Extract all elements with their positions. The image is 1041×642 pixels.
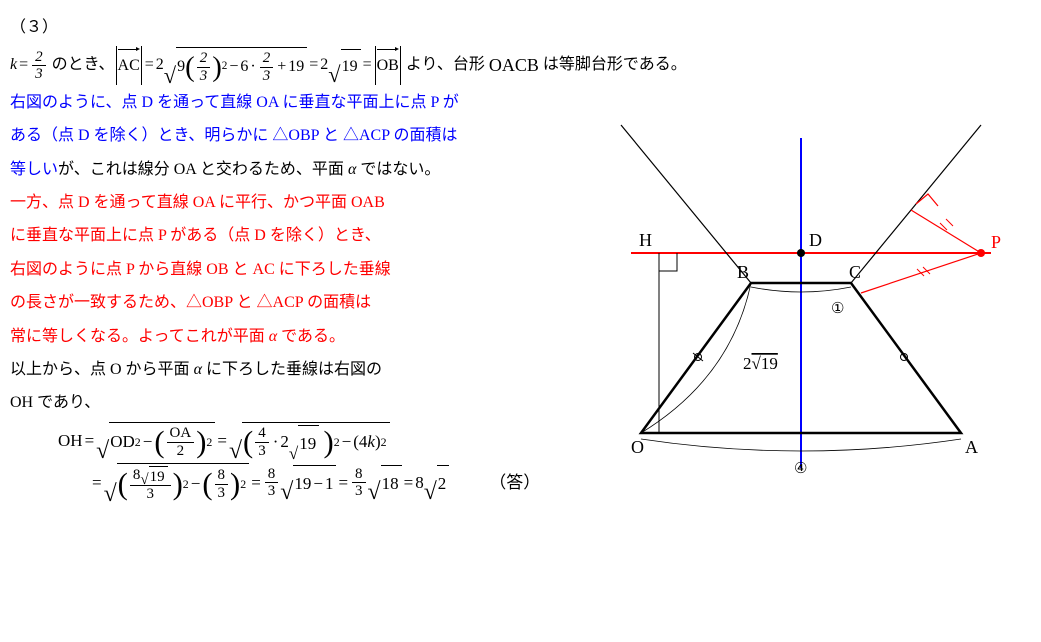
label-circ1: ① bbox=[831, 301, 844, 317]
point-p bbox=[977, 249, 985, 257]
tail-1: 以上から、点 O から平面αに下ろした垂線は右図の bbox=[10, 355, 590, 385]
perp-p1 bbox=[911, 210, 981, 253]
answer-label: （答） bbox=[489, 467, 540, 499]
figure: O A B C D H P 2√19 ① ④ bbox=[581, 113, 1021, 483]
right-angle-h bbox=[659, 253, 677, 271]
label-circ4: ④ bbox=[794, 461, 807, 477]
red-1: 一方、点 D を通って直線 OA に平行、かつ平面 OAB bbox=[10, 188, 590, 218]
vec-ob: OB bbox=[377, 49, 399, 81]
label-p: P bbox=[991, 232, 1001, 252]
dummy bbox=[641, 253, 659, 433]
label-sqrt19: 2√19 bbox=[743, 354, 778, 373]
vec-ac: AC bbox=[118, 49, 140, 81]
t1d: は等脚台形である。 bbox=[543, 50, 687, 80]
point-d bbox=[797, 249, 805, 257]
label-d: D bbox=[809, 230, 822, 250]
red-3: 右図のように点 P から直線 OB と AC に下ろした垂線 bbox=[10, 255, 590, 285]
var-k: k bbox=[10, 50, 17, 80]
label-c: C bbox=[849, 262, 861, 282]
ext-ob bbox=[621, 125, 751, 283]
t1c: より、台形 bbox=[406, 50, 485, 80]
blue-1: 右図のように、点 D を通って直線 OA に垂直な平面上に点 P が bbox=[10, 88, 590, 118]
label-o: O bbox=[631, 437, 644, 457]
red-4: の長さが一致するため、△OBP と △ACP の面積は bbox=[10, 288, 590, 318]
geometry-figure: O A B C D H P 2√19 ① ④ bbox=[581, 113, 1021, 483]
oacb: OACB bbox=[489, 48, 539, 82]
red-2: に垂直な平面上に点 P がある（点 D を除く）とき、 bbox=[10, 221, 590, 251]
blue-3: 等しいが、これは線分 OA と交わるため、平面αではない。 bbox=[10, 155, 590, 185]
red-5: 常に等しくなる。よってこれが平面αである。 bbox=[10, 322, 590, 352]
label-a: A bbox=[965, 437, 978, 457]
line-1: k=23 のとき、 AC =2 √ 9(23)2 −6·23 +19 =2 √1… bbox=[10, 46, 1030, 84]
t1b: のとき、 bbox=[52, 50, 115, 80]
blue-2: ある（点 D を除く）とき、明らかに △OBP と △ACP の面積は bbox=[10, 121, 590, 151]
tick-p1b bbox=[946, 219, 953, 226]
label-h: H bbox=[639, 230, 652, 250]
label-b: B bbox=[737, 262, 749, 282]
frac-23: 23 bbox=[32, 49, 46, 83]
tail-2: OH であり、 bbox=[10, 388, 590, 418]
heading: （３） bbox=[10, 13, 1031, 43]
